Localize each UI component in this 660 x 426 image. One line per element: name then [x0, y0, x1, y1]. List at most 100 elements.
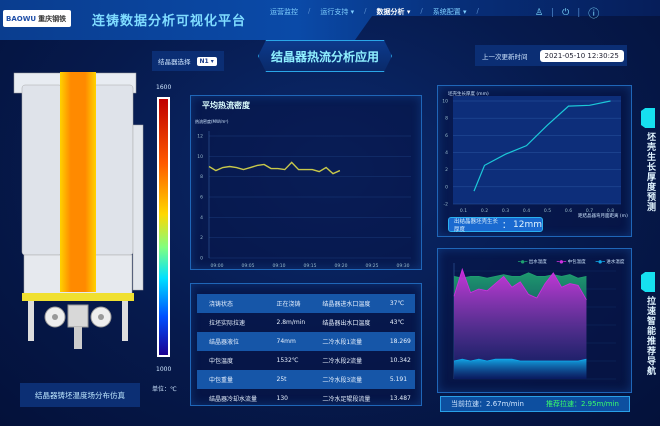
- colorbar-max: 1600: [156, 84, 172, 91]
- heat-flux-line: [208, 161, 341, 175]
- recommended-speed: 推荐拉速：2.95m/min: [546, 399, 619, 409]
- speed-nav-tab-marker[interactable]: [641, 272, 655, 292]
- table-cell: 结晶器出水口温度: [322, 320, 371, 327]
- y-tick-label: 4: [445, 150, 448, 156]
- mold-temperature-image: [13, 72, 144, 349]
- table-cell: 5.191: [377, 370, 415, 389]
- current-speed: 当前拉速：2.67m/min: [451, 399, 524, 409]
- table-cell: 13.487: [389, 395, 411, 402]
- table-cell: 二冷水段2流量: [322, 358, 363, 365]
- legend-item[interactable]: ━●━ 出水温度: [518, 259, 547, 265]
- last-update-label: 上一次更新时间: [482, 52, 528, 61]
- table-cell: 18.269: [377, 332, 415, 351]
- shell-growth-panel: 坯壳生长厚度 (mm) 距结晶器弯月面距离 (m) -2 0 2 4 6 8 10 0.1 0.…: [437, 85, 632, 237]
- speed-area-chart: [453, 263, 616, 380]
- simulation-caption: 结晶器铸坯温度场分布仿真: [20, 383, 140, 407]
- last-update: 上一次更新时间 2021-05-10 12:30:25: [475, 45, 627, 66]
- y-tick-label: 8: [200, 174, 203, 180]
- info-icon[interactable]: ⓘ: [588, 7, 600, 20]
- logo-cn: 重庆钢铁: [38, 14, 67, 23]
- series-line: [453, 267, 587, 300]
- table-row: 拉坯实际拉速 2.8m/min 结晶器出水口温度 43℃: [197, 313, 415, 332]
- nav-item[interactable]: 运行支持 ▾: [320, 8, 355, 16]
- x-tick-label: 0.8: [607, 208, 614, 214]
- logo-en: BAOWU: [6, 14, 37, 23]
- page-title: 结晶器热流分析应用: [258, 40, 392, 72]
- current-speed-label: 当前拉速：: [451, 400, 487, 408]
- x-tick-label: 0.1: [460, 208, 467, 214]
- speed-nav-side-label[interactable]: 拉速智能推荐导航: [645, 296, 655, 376]
- table-cell: 正在浇铸: [264, 294, 311, 313]
- table-cell: 拉坯实际拉速: [209, 320, 246, 327]
- power-icon[interactable]: ⏻: [562, 8, 570, 18]
- y-tick-label: 4: [200, 215, 203, 221]
- nav-separator: /: [364, 7, 367, 15]
- table-row: 中包温度 1532℃ 二冷水段2流量 10.342: [197, 351, 415, 370]
- legend-swatch: ━●━: [556, 260, 567, 265]
- legend-label: 出水温度: [528, 260, 547, 265]
- shell-growth-tab-marker[interactable]: [641, 108, 655, 128]
- speed-chart-legend: ━●━ 出水温度 ━●━ 中包温度 ━●━ 进水温度: [518, 259, 624, 265]
- table-cell: 二冷水段1流量: [310, 332, 378, 351]
- legend-item[interactable]: ━●━ 中包温度: [557, 259, 586, 265]
- nav-item[interactable]: 系统配置 ▾: [432, 8, 467, 16]
- y-tick-label: 0: [200, 256, 203, 262]
- x-tick-label: 0.2: [481, 208, 488, 214]
- heat-flux-chart: 0 2 4 6 8 10 12 09:00 09:05 09:10 09:15 09:20 09:25 0…: [197, 131, 411, 269]
- y-tick-label: 0: [445, 184, 448, 190]
- y-tick-label: 8: [445, 116, 448, 122]
- table-cell: 中包重量: [197, 370, 265, 389]
- table-cell: 2.8m/min: [276, 319, 306, 326]
- series-line: [453, 272, 587, 279]
- logo: BAOWU 重庆钢铁: [3, 10, 71, 27]
- shell-growth-chart: -2 0 2 4 6 8 10 0.1 0.2 0.3 0.4 0.5 0.6 0.7 0.8: [442, 96, 621, 214]
- main-nav: 运营监控 / 运行支持 ▾ / 数据分析 ▾ / 系统配置 ▾ /: [270, 7, 479, 17]
- shell-xlabel: 距结晶器弯月面距离 (m): [578, 214, 628, 219]
- x-tick-label: 0.7: [586, 208, 593, 214]
- x-tick-label: 0.5: [544, 208, 551, 214]
- table-cell: 二冷水段3流量: [310, 370, 378, 389]
- heat-flux-panel: 平均热流密度 热流密度(MW/m²) 0 2 4 6 8 10 12 09:00 09:05 09…: [190, 95, 422, 270]
- colorbar-unit: 单位：℃: [152, 386, 177, 393]
- nav-item[interactable]: 运营监控: [270, 8, 298, 16]
- nav-separator: /: [308, 7, 311, 15]
- status-table: 浇铸状态 正在浇铸 结晶器进水口温度 37℃ 拉坯实际拉速 2.8m/min 结晶器出水口温…: [197, 294, 415, 408]
- table-cell: 二冷水足辊段流量: [322, 396, 371, 403]
- table-cell: 10.342: [389, 357, 411, 364]
- mold-selector: 结晶器选择 N1 ▾: [152, 51, 224, 71]
- legend-item[interactable]: ━●━ 进水温度: [596, 259, 625, 265]
- legend-swatch: ━●━: [518, 260, 528, 265]
- y-tick-label: 2: [445, 167, 448, 173]
- shell-result-label: 出结晶器坯壳生长厚度: [454, 218, 499, 233]
- y-tick-label: 10: [197, 154, 203, 160]
- legend-label: 进水温度: [606, 260, 625, 265]
- area-2: [454, 359, 587, 379]
- legend-label: 中包温度: [567, 260, 586, 265]
- shell-thickness-result: 出结晶器坯壳生长厚度： 12mm: [448, 217, 543, 233]
- x-tick-label: 0.3: [502, 208, 509, 214]
- header-icons: ♙ | ⏻ | ⓘ: [535, 7, 600, 20]
- x-tick-label: 0.4: [523, 208, 530, 214]
- table-cell: 74mm: [264, 332, 311, 351]
- shell-growth-side-label[interactable]: 坯壳生长厚度预测: [645, 132, 655, 212]
- table-cell: 结晶器冷却水流量: [209, 396, 258, 403]
- app-title: 连铸数据分析可视化平台: [92, 14, 247, 29]
- x-tick-label: 09:30: [397, 263, 410, 269]
- table-row: 结晶器液位 74mm 二冷水段1流量 18.269: [197, 332, 415, 351]
- speed-nav-panel: ━●━ 出水温度 ━●━ 中包温度 ━●━ 进水温度: [437, 248, 632, 393]
- table-cell: 浇铸状态: [197, 294, 265, 313]
- table-row: 浇铸状态 正在浇铸 结晶器进水口温度 37℃: [197, 294, 415, 313]
- x-tick-label: 09:20: [335, 263, 348, 269]
- table-cell: 43℃: [389, 319, 405, 326]
- nav-separator: /: [420, 7, 423, 15]
- user-icon[interactable]: ♙: [535, 8, 544, 18]
- mold-select-value: N1: [199, 57, 209, 65]
- x-tick-label: 09:15: [304, 263, 317, 269]
- colorbar-min: 1000: [156, 366, 172, 373]
- x-tick-label: 09:25: [366, 263, 379, 269]
- y-tick-label: -2: [444, 202, 449, 208]
- heat-flux-ylabel: 热流密度(MW/m²): [195, 119, 229, 124]
- mold-select[interactable]: N1 ▾: [196, 56, 217, 66]
- nav-item[interactable]: 数据分析 ▾: [376, 8, 411, 16]
- current-speed-value: 2.67m/min: [486, 400, 524, 408]
